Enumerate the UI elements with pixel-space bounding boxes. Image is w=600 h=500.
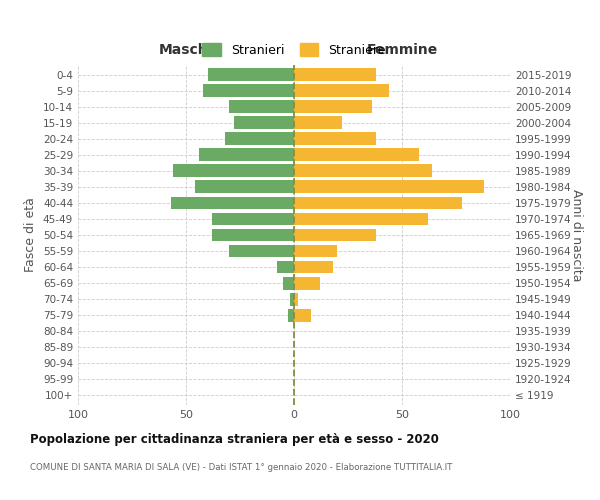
Bar [173,164,294,177]
Legend: Stranieri, Straniere: Stranieri, Straniere [196,37,392,64]
Bar [294,100,372,113]
Bar [229,244,294,258]
Bar [233,116,294,129]
Bar [171,196,294,209]
Bar [294,132,376,145]
Text: Maschi: Maschi [159,42,213,56]
Bar [294,228,376,241]
Bar [277,260,294,274]
Bar [212,228,294,241]
Bar [294,196,463,209]
Bar [294,244,337,258]
Y-axis label: Anni di nascita: Anni di nascita [570,188,583,281]
Bar [294,116,341,129]
Text: Popolazione per cittadinanza straniera per età e sesso - 2020: Popolazione per cittadinanza straniera p… [30,432,439,446]
Bar [294,260,333,274]
Bar [294,68,376,81]
Bar [283,276,294,289]
Bar [294,180,484,194]
Text: COMUNE DI SANTA MARIA DI SALA (VE) - Dati ISTAT 1° gennaio 2020 - Elaborazione T: COMUNE DI SANTA MARIA DI SALA (VE) - Dat… [30,462,452,471]
Bar [212,212,294,226]
Bar [294,148,419,161]
Bar [287,309,294,322]
Bar [294,84,389,97]
Bar [294,164,432,177]
Bar [199,148,294,161]
Text: Femmine: Femmine [367,42,437,56]
Bar [294,276,320,289]
Bar [229,100,294,113]
Y-axis label: Fasce di età: Fasce di età [25,198,37,272]
Bar [203,84,294,97]
Bar [294,212,428,226]
Bar [208,68,294,81]
Bar [294,309,311,322]
Bar [194,180,294,194]
Bar [294,292,298,306]
Bar [290,292,294,306]
Bar [225,132,294,145]
